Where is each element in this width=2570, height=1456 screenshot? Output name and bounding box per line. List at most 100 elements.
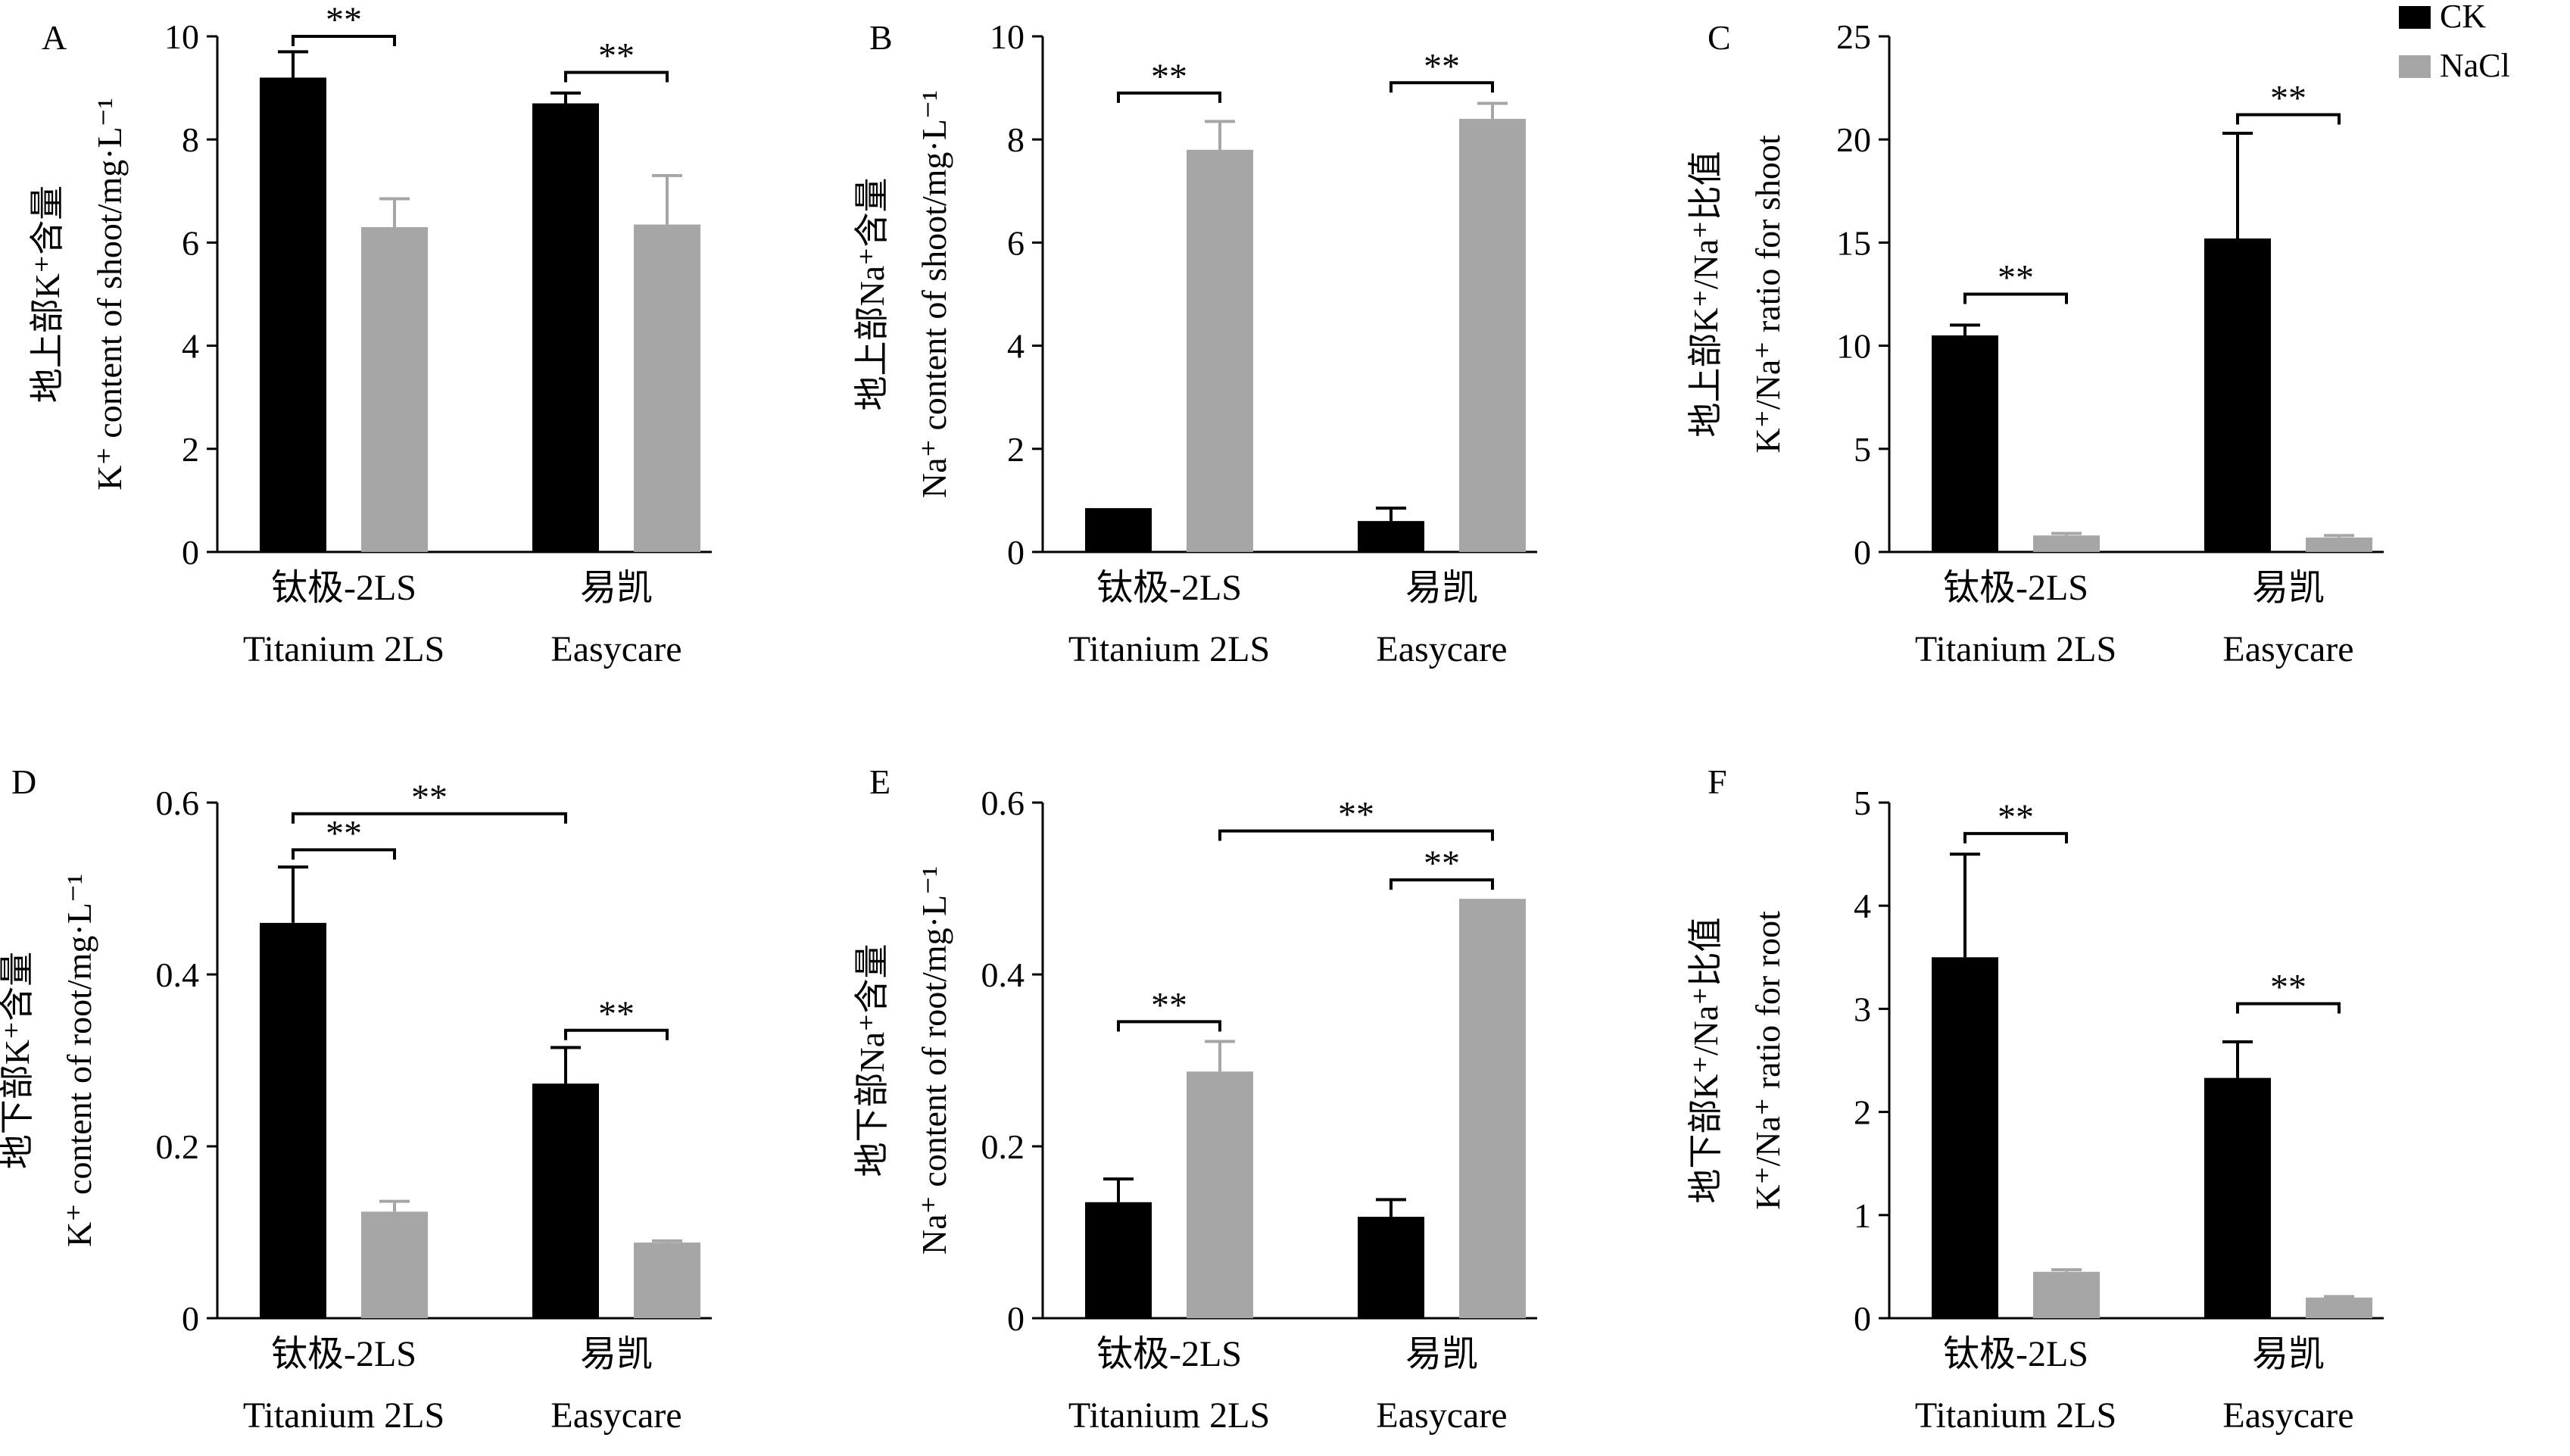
significance-bracket [292,35,396,46]
bar-nacl [1459,899,1526,1318]
y-axis-label-cn: 地上部Na⁺含量 [853,178,891,411]
significance-bracket [564,1028,669,1040]
significance-bracket [1389,81,1494,93]
significance-bracket [1963,292,2068,304]
bar-ck [532,1083,599,1318]
category-label-cn: 易凯 [2252,568,2325,608]
category-label-cn: 钛极-2LS [1943,1334,2088,1374]
bar-ck [260,77,326,553]
y-tick-label: 0 [1007,533,1025,572]
bar-ck [2204,238,2271,552]
bar-ck [532,103,599,552]
y-tick-label: 0.2 [156,1127,200,1166]
category-label-en: Titanium 2LS [1915,629,2116,669]
y-tick-label: 0 [1854,533,1871,572]
significance-bracket [1117,91,1221,103]
y-tick-label: 2 [182,430,199,469]
significance-label: ** [598,36,635,76]
panel-f: F 0 1 2 3 4 5 地下部K⁺/Na⁺比值 K⁺/Na⁺ ratio for root 钛… [1686,762,2384,1436]
category-label-en: Easycare [2222,1395,2353,1436]
category-label-cn: 钛极-2LS [271,1334,416,1374]
bar-nacl [1187,149,1253,552]
category-label-en: Titanium 2LS [243,1395,444,1436]
significance-label: ** [326,0,362,40]
bar-ck [1085,508,1152,552]
significance-label: ** [1998,258,2034,298]
bar-ck [1358,521,1424,552]
significance-bracket [564,70,669,83]
panel-label: F [1708,762,1727,801]
significance-label: ** [1998,797,2034,837]
significance-label: ** [411,778,448,818]
y-axis-label-en: K⁺ content of root/mg·L⁻¹ [60,874,98,1247]
category-label-en: Easycare [550,1395,681,1436]
category-label-en: Easycare [1376,1395,1507,1436]
category-label-cn: 易凯 [2252,1334,2325,1374]
bar-nacl [1187,1071,1253,1318]
legend-swatch-nacl [2399,55,2431,78]
y-axis-label-en: Na⁺ content of shoot/mg·L⁻¹ [915,90,953,498]
legend-swatch-ck [2399,6,2431,29]
category-label-en: Titanium 2LS [1915,1395,2116,1436]
category-label-cn: 钛极-2LS [1943,568,2088,608]
bar-nacl [634,1242,700,1318]
bar-ck [1358,1217,1424,1318]
significance-label: ** [2270,968,2306,1008]
significance-bracket [1389,878,1494,890]
y-tick-label: 10 [1836,327,1871,366]
significance-bracket [1117,1020,1221,1032]
y-tick-label: 5 [1854,784,1871,822]
y-tick-label: 0 [182,1299,199,1338]
y-tick-label: 2 [1854,1093,1871,1132]
significance-label: ** [1151,985,1187,1025]
bar-ck [1932,957,1998,1318]
legend-label-ck: CK [2440,0,2486,35]
category-label-en: Easycare [1376,629,1507,669]
y-tick-label: 4 [1007,327,1025,366]
bar-nacl [2306,1297,2372,1318]
category-label-en: Easycare [550,629,681,669]
bar-nacl [361,226,428,552]
panel-c: C 0 5 10 15 20 25 地上部K⁺/Na⁺比值 K⁺/Na⁺ ratio for s… [1686,17,2384,669]
panel-label: B [869,18,893,57]
y-tick-label: 0.2 [981,1127,1025,1166]
bar-nacl [1459,118,1526,552]
y-tick-label: 1 [1854,1196,1871,1235]
panel-label: D [11,762,36,801]
bar-ck [2204,1077,2271,1318]
y-tick-label: 3 [1854,990,1871,1028]
y-axis-label-cn: 地下部K⁺/Na⁺比值 [1686,917,1725,1203]
y-tick-label: 25 [1836,17,1871,56]
bar-nacl [2033,1271,2100,1318]
bar-nacl [361,1211,428,1318]
category-label-cn: 易凯 [580,568,653,608]
y-axis-label-cn: 地上部K⁺/Na⁺比值 [1686,151,1725,437]
panel-d: D 0 0.2 0.4 0.6 地下部K⁺含量 K⁺ content of root/mg·… [0,762,712,1436]
category-label-cn: 易凯 [1405,568,1478,608]
y-tick-label: 0 [182,533,199,572]
y-tick-label: 10 [990,17,1025,56]
y-axis-label-en: K⁺/Na⁺ ratio for shoot [1748,135,1787,454]
category-label-cn: 易凯 [1405,1334,1478,1374]
legend: CK NaCl [2399,0,2510,84]
significance-bracket [1218,829,1494,841]
y-axis-label-cn: 地下部K⁺含量 [0,952,36,1170]
panel-label: C [1708,18,1731,57]
significance-label: ** [1424,46,1460,86]
category-label-en: Titanium 2LS [1068,1395,1270,1436]
bar-nacl [2306,537,2372,552]
category-label-en: Titanium 2LS [1068,629,1270,669]
y-tick-label: 0.4 [981,956,1025,994]
y-axis-label-cn: 地下部Na⁺含量 [853,944,891,1177]
significance-bracket [2236,1002,2341,1014]
y-tick-label: 0.4 [156,956,200,994]
y-tick-label: 0.6 [156,784,200,822]
significance-bracket [1963,831,2068,843]
y-tick-label: 0 [1007,1299,1025,1338]
y-tick-label: 20 [1836,120,1871,159]
y-tick-label: 4 [182,327,199,366]
y-axis-label-en: Na⁺ content of root/mg·L⁻¹ [915,866,953,1255]
legend-label-nacl: NaCl [2440,47,2510,84]
significance-label: ** [1338,794,1374,834]
